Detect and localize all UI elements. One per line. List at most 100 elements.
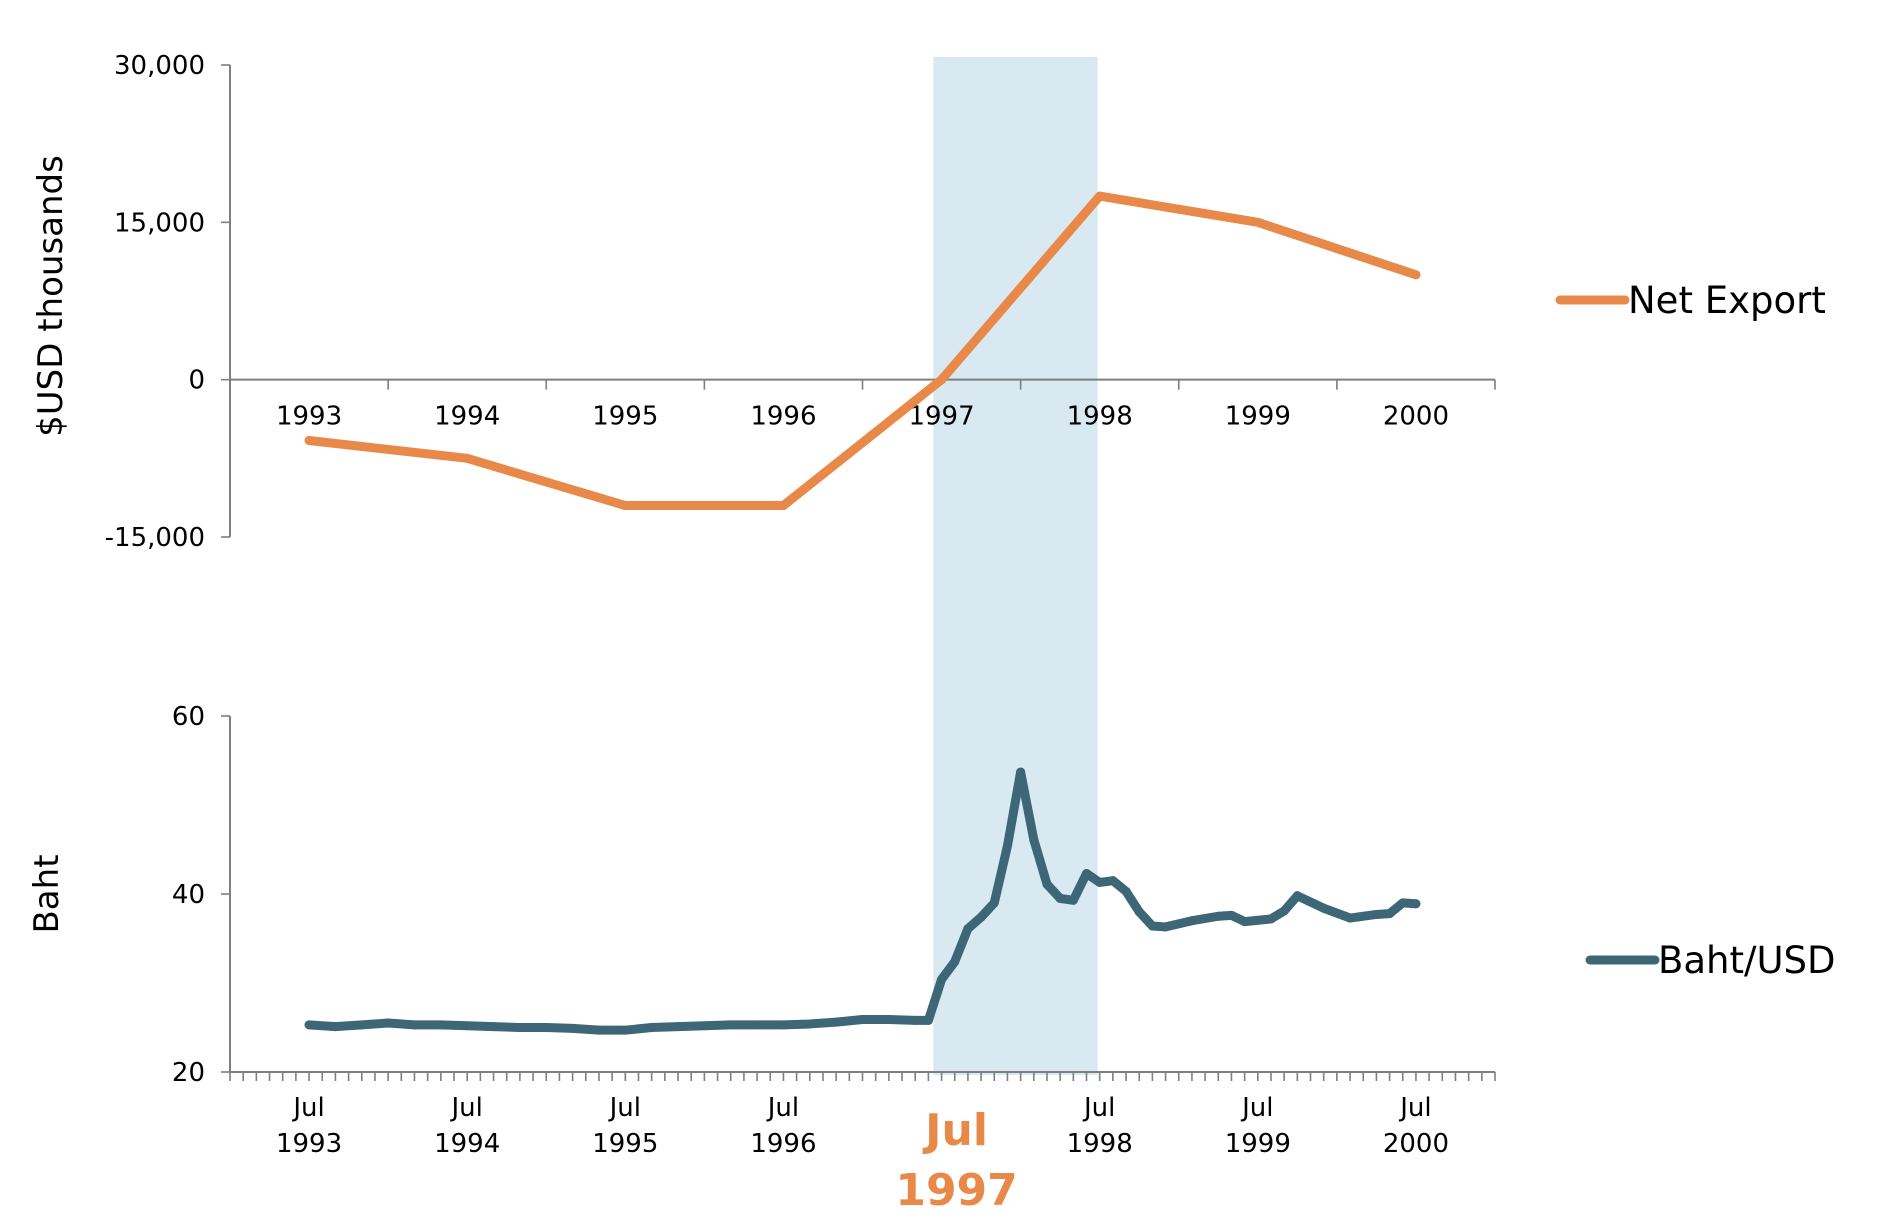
net-export-panel: $USD thousands 30,000 15,000 0 -15,000 1993… bbox=[31, 51, 1826, 553]
baht-usd-data-point bbox=[647, 1023, 657, 1032]
net-export-data-point bbox=[304, 436, 314, 446]
x-tick-year: 1995 bbox=[592, 1129, 658, 1159]
net-export-data-point bbox=[778, 501, 788, 511]
x-tick-year-highlight: 1997 bbox=[895, 1165, 1017, 1216]
baht-usd-data-point bbox=[1385, 909, 1395, 919]
baht-usd-data-point bbox=[1226, 910, 1236, 920]
baht-usd-data-point bbox=[1213, 911, 1223, 921]
baht-usd-data-point bbox=[330, 1022, 340, 1032]
net-export-y-tick-label: 0 bbox=[188, 366, 205, 396]
baht-usd-data-point bbox=[923, 1015, 933, 1025]
baht-usd-data-point bbox=[515, 1023, 525, 1032]
net-export-legend-label: Net Export bbox=[1628, 279, 1826, 322]
baht-usd-data-point bbox=[409, 1020, 419, 1030]
baht-usd-data-point bbox=[989, 898, 999, 908]
net-export-x-tick-label: 1997 bbox=[908, 402, 974, 432]
net-export-x-tick-label: 1996 bbox=[750, 402, 816, 432]
baht-usd-data-point bbox=[1292, 891, 1302, 901]
baht-usd-data-point bbox=[884, 1014, 894, 1024]
baht-usd-data-point bbox=[1161, 922, 1171, 932]
x-tick-month: Jul bbox=[1240, 1093, 1273, 1123]
baht-usd-data-point bbox=[1266, 914, 1276, 924]
baht-usd-data-point bbox=[462, 1021, 472, 1031]
baht-usd-data-point bbox=[673, 1022, 683, 1032]
baht-usd-data-point bbox=[620, 1025, 630, 1035]
baht-y-ticks: 60 40 20 bbox=[172, 702, 230, 1088]
net-export-data-point bbox=[937, 375, 947, 385]
x-tick-year: 2000 bbox=[1383, 1129, 1449, 1159]
baht-usd-data-point bbox=[1319, 903, 1329, 913]
baht-usd-data-point bbox=[1095, 877, 1105, 887]
baht-usd-data-point bbox=[1016, 767, 1026, 777]
x-tick-year: 1994 bbox=[434, 1129, 500, 1159]
baht-usd-data-point bbox=[1187, 916, 1197, 926]
x-tick-month-highlight: Jul bbox=[922, 1105, 988, 1156]
baht-usd-data-point bbox=[1121, 886, 1131, 896]
net-export-y-axis-title: $USD thousands bbox=[31, 155, 71, 437]
baht-monthly-minor-ticks bbox=[229, 1072, 1496, 1081]
baht-usd-data-point bbox=[1108, 876, 1118, 886]
x-tick-month: Jul bbox=[1398, 1093, 1431, 1123]
baht-usd-series-line bbox=[304, 767, 1421, 1035]
net-export-x-tick-label: 1994 bbox=[434, 402, 500, 432]
x-tick-month: Jul bbox=[608, 1093, 641, 1123]
baht-usd-data-point bbox=[831, 1017, 841, 1027]
baht-usd-legend-label: Baht/USD bbox=[1658, 939, 1836, 982]
baht-usd-panel: Baht 60 40 20 Jul 1993 Jul 1994 Jul 1995 Jul 1996… bbox=[27, 702, 1836, 1216]
x-tick-year: 1996 bbox=[750, 1129, 816, 1159]
baht-usd-data-point bbox=[1345, 913, 1355, 923]
net-export-y-ticks: 30,000 15,000 0 -15,000 bbox=[105, 51, 230, 553]
net-export-data-point bbox=[1253, 217, 1263, 227]
net-export-y-tick-label: 30,000 bbox=[114, 51, 205, 81]
crisis-highlight-band bbox=[933, 57, 1098, 1075]
net-export-x-tick-label: 1999 bbox=[1225, 402, 1291, 432]
baht-usd-data-point bbox=[541, 1023, 551, 1032]
baht-usd-data-point bbox=[1147, 921, 1157, 931]
baht-usd-data-point bbox=[1134, 907, 1144, 917]
baht-usd-data-point bbox=[1082, 869, 1092, 879]
net-export-data-point bbox=[1411, 270, 1421, 280]
baht-usd-data-point bbox=[950, 957, 960, 967]
x-tick-month: Jul bbox=[291, 1093, 324, 1123]
x-tick-month: Jul bbox=[450, 1093, 483, 1123]
baht-usd-data-point bbox=[1055, 893, 1065, 903]
baht-usd-data-point bbox=[778, 1020, 788, 1030]
baht-usd-data-point bbox=[1398, 898, 1408, 908]
baht-y-tick-label: 60 bbox=[172, 702, 205, 732]
baht-usd-data-point bbox=[910, 1015, 920, 1025]
net-export-data-point bbox=[620, 501, 630, 511]
net-export-series-line bbox=[304, 191, 1421, 511]
baht-usd-data-point bbox=[752, 1020, 762, 1030]
net-export-data-point bbox=[1095, 191, 1105, 201]
baht-usd-data-point bbox=[1002, 841, 1012, 851]
baht-usd-data-point bbox=[937, 974, 947, 984]
baht-usd-data-point bbox=[594, 1025, 604, 1035]
x-tick-month: Jul bbox=[1082, 1093, 1115, 1123]
baht-usd-data-point bbox=[568, 1023, 578, 1033]
baht-usd-data-point bbox=[1042, 879, 1052, 889]
baht-usd-data-point bbox=[1029, 835, 1039, 845]
net-export-x-tick-label: 1998 bbox=[1067, 402, 1133, 432]
net-export-x-tick-label: 1993 bbox=[276, 402, 342, 432]
baht-usd-data-point bbox=[976, 912, 986, 922]
x-tick-year: 1999 bbox=[1225, 1129, 1291, 1159]
baht-y-tick-label: 20 bbox=[172, 1058, 205, 1088]
baht-usd-data-point bbox=[383, 1018, 393, 1028]
baht-usd-data-point bbox=[1279, 906, 1289, 916]
net-export-y-tick-label: -15,000 bbox=[105, 523, 205, 553]
baht-x-tick-labels: Jul 1993 Jul 1994 Jul 1995 Jul 1996 Jul 1997 Jul 19… bbox=[276, 1093, 1449, 1216]
baht-usd-data-point bbox=[1240, 917, 1250, 927]
baht-usd-data-point bbox=[858, 1014, 867, 1024]
net-export-x-tick-label: 2000 bbox=[1383, 402, 1449, 432]
baht-usd-data-point bbox=[726, 1020, 736, 1030]
baht-usd-points bbox=[304, 767, 1421, 1035]
net-export-x-ticks: 1993 1994 1995 1996 1997 1998 1999 2000 bbox=[229, 379, 1496, 432]
baht-usd-data-point bbox=[805, 1019, 815, 1029]
baht-usd-data-point bbox=[1411, 899, 1421, 909]
baht-usd-data-point bbox=[699, 1021, 709, 1031]
net-export-y-tick-label: 15,000 bbox=[114, 208, 205, 238]
baht-usd-data-point bbox=[436, 1020, 446, 1030]
baht-y-tick-label: 40 bbox=[172, 880, 205, 910]
x-tick-year: 1998 bbox=[1067, 1129, 1133, 1159]
net-export-x-tick-label: 1995 bbox=[592, 402, 658, 432]
